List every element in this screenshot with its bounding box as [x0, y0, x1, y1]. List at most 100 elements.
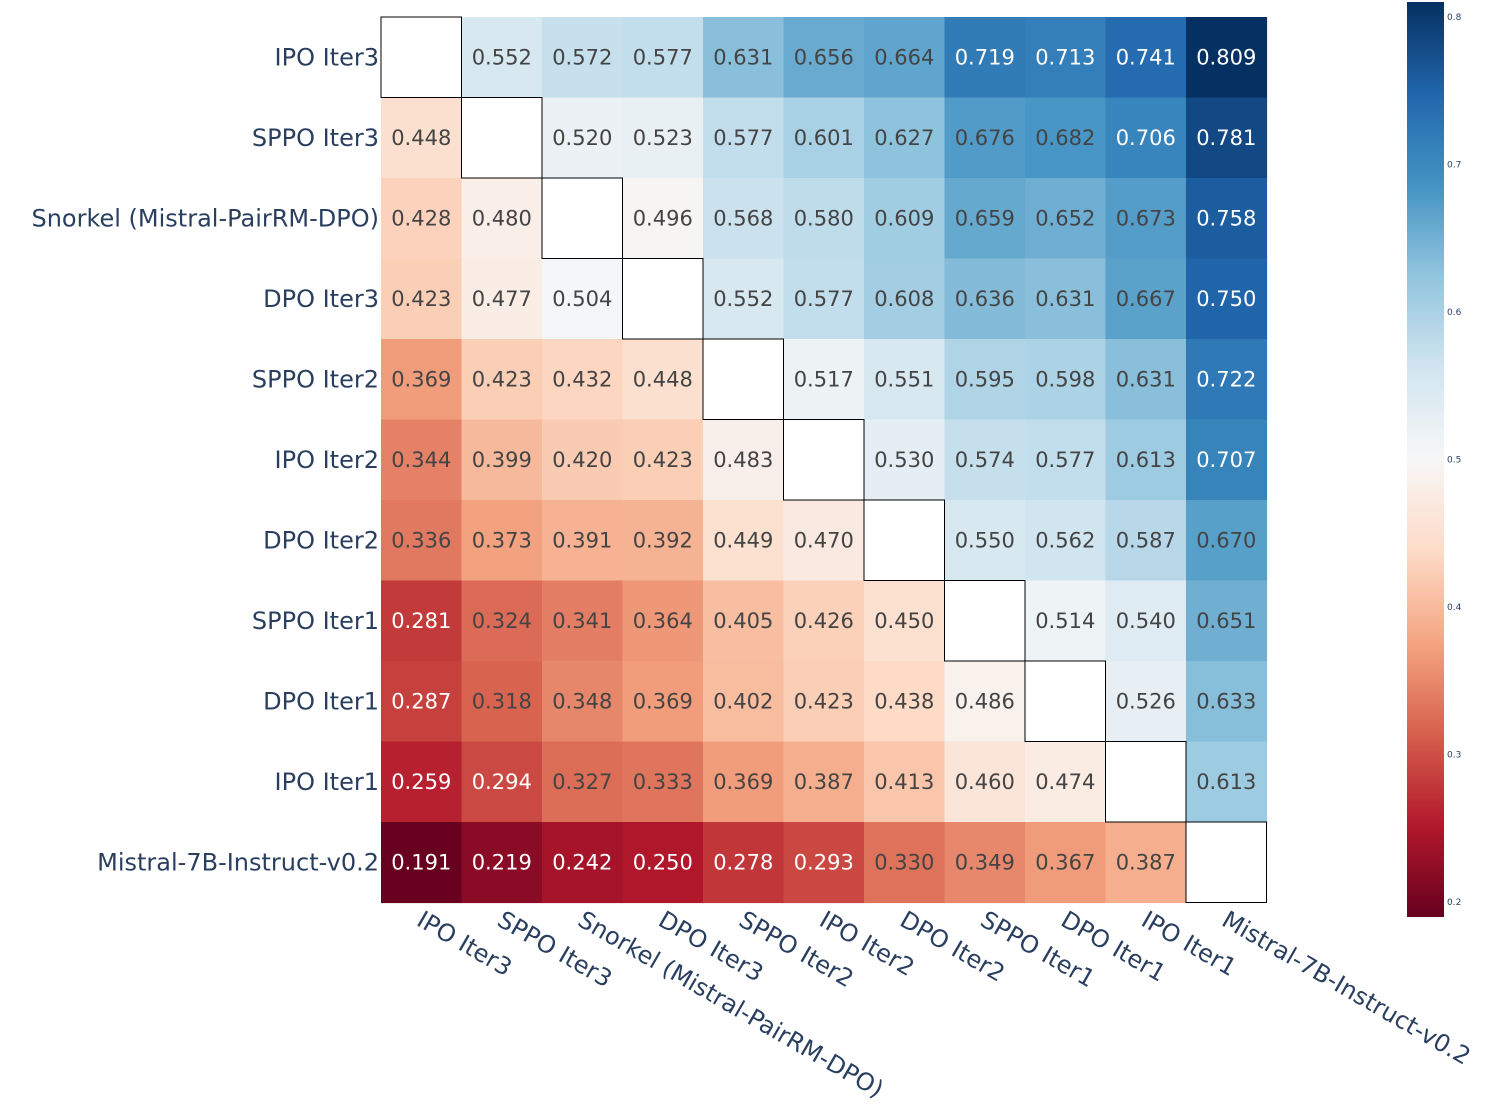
cell-value-label: 0.460 [955, 770, 1015, 794]
heatmap-cell [622, 178, 704, 260]
cell-value-label: 0.631 [713, 45, 773, 69]
heatmap-cell [783, 17, 865, 99]
cell-value-label: 0.405 [713, 609, 773, 633]
heatmap-cell [703, 580, 785, 662]
cell-value-label: 0.369 [633, 689, 693, 713]
cell-value-label: 0.392 [633, 528, 693, 552]
colorbar-tick-label: 0.8 [1447, 13, 1462, 23]
cell-value-label: 0.474 [1035, 770, 1095, 794]
cell-value-label: 0.330 [874, 850, 934, 874]
cell-value-label: 0.242 [552, 850, 612, 874]
cell-value-label: 0.598 [1035, 367, 1095, 391]
diagonal-cell-border [622, 258, 704, 340]
heatmap-cell [1105, 500, 1187, 582]
heatmap-cell [1186, 17, 1268, 99]
y-tick-label: SPPO Iter2 [252, 365, 379, 393]
diagonal-cell [1185, 821, 1267, 903]
cell-value-label: 0.550 [955, 528, 1015, 552]
cell-value-label: 0.631 [1116, 367, 1176, 391]
cell-value-label: 0.707 [1196, 448, 1256, 472]
cell-value-label: 0.336 [391, 528, 451, 552]
cell-value-label: 0.293 [794, 850, 854, 874]
heatmap-cell [542, 97, 624, 179]
heatmap-cell [1025, 178, 1107, 260]
heatmap-cell [461, 17, 543, 99]
heatmap-cell [381, 178, 463, 260]
cell-value-label: 0.652 [1035, 206, 1095, 230]
heatmap-cell [944, 258, 1026, 340]
heatmap-cell [703, 17, 785, 99]
cell-value-label: 0.517 [794, 367, 854, 391]
cell-value-label: 0.719 [955, 45, 1015, 69]
heatmap-cell [461, 741, 543, 823]
heatmap-cell [864, 661, 946, 743]
cell-value-label: 0.367 [1035, 850, 1095, 874]
diagonal-cell [461, 97, 543, 179]
diagonal-cell-border [1105, 741, 1187, 823]
heatmap-cell [944, 17, 1026, 99]
heatmap-cell [944, 97, 1026, 179]
heatmap-cell [703, 258, 785, 340]
heatmap-cell [622, 822, 704, 904]
heatmap-cell [461, 661, 543, 743]
cell-value-label: 0.562 [1035, 528, 1095, 552]
diagonal-cell [380, 16, 462, 98]
cell-value-label: 0.504 [552, 287, 612, 311]
heatmap-cell [622, 339, 704, 421]
cell-value-label: 0.540 [1116, 609, 1176, 633]
y-tick-label: IPO Iter2 [275, 446, 379, 474]
cell-value-label: 0.520 [552, 126, 612, 150]
heatmap-cell [1025, 419, 1107, 501]
colorbar-gradient [1407, 2, 1444, 917]
heatmap-cell [381, 661, 463, 743]
cell-value-label: 0.781 [1196, 126, 1256, 150]
heatmap-cell [1025, 580, 1107, 662]
cell-value-label: 0.483 [713, 448, 773, 472]
cell-value-label: 0.601 [794, 126, 854, 150]
cell-value-label: 0.348 [552, 689, 612, 713]
cell-value-label: 0.609 [874, 206, 934, 230]
y-tick-label: SPPO Iter3 [252, 124, 379, 152]
cell-value-label: 0.552 [713, 287, 773, 311]
heatmap-cell [783, 339, 865, 421]
heatmap-cell [542, 339, 624, 421]
cell-value-label: 0.587 [1116, 528, 1176, 552]
heatmap-cell [622, 741, 704, 823]
cell-value-label: 0.659 [955, 206, 1015, 230]
cell-value-label: 0.423 [391, 287, 451, 311]
cell-value-label: 0.399 [472, 448, 532, 472]
cell-value-label: 0.420 [552, 448, 612, 472]
cell-value-label: 0.551 [874, 367, 934, 391]
cell-value-label: 0.470 [794, 528, 854, 552]
heatmap-cell [542, 741, 624, 823]
cell-value-label: 0.577 [794, 287, 854, 311]
heatmap-cell [1025, 17, 1107, 99]
cell-value-label: 0.706 [1116, 126, 1176, 150]
cell-value-label: 0.741 [1116, 45, 1176, 69]
heatmap-cell [461, 580, 543, 662]
heatmap-cell [783, 580, 865, 662]
y-tick-label: DPO Iter2 [263, 526, 379, 554]
heatmap-cell [864, 741, 946, 823]
cell-value-label: 0.636 [955, 287, 1015, 311]
cell-value-label: 0.613 [1196, 770, 1256, 794]
diagonal-cell-border [783, 419, 865, 501]
cell-value-label: 0.318 [472, 689, 532, 713]
cell-value-label: 0.758 [1196, 206, 1256, 230]
y-tick-label: SPPO Iter1 [252, 607, 379, 635]
heatmap-cell [542, 419, 624, 501]
cell-value-label: 0.438 [874, 689, 934, 713]
heatmap-cell [864, 178, 946, 260]
heatmap-cell [1025, 258, 1107, 340]
heatmap-cell [1186, 178, 1268, 260]
cell-value-label: 0.682 [1035, 126, 1095, 150]
cell-value-label: 0.413 [874, 770, 934, 794]
cell-value-label: 0.402 [713, 689, 773, 713]
cell-value-label: 0.426 [794, 609, 854, 633]
cell-value-label: 0.432 [552, 367, 612, 391]
diagonal-cell [622, 258, 704, 340]
heatmap-cell [1105, 17, 1187, 99]
colorbar-tick-label: 0.7 [1447, 160, 1461, 170]
cell-value-label: 0.219 [472, 850, 532, 874]
